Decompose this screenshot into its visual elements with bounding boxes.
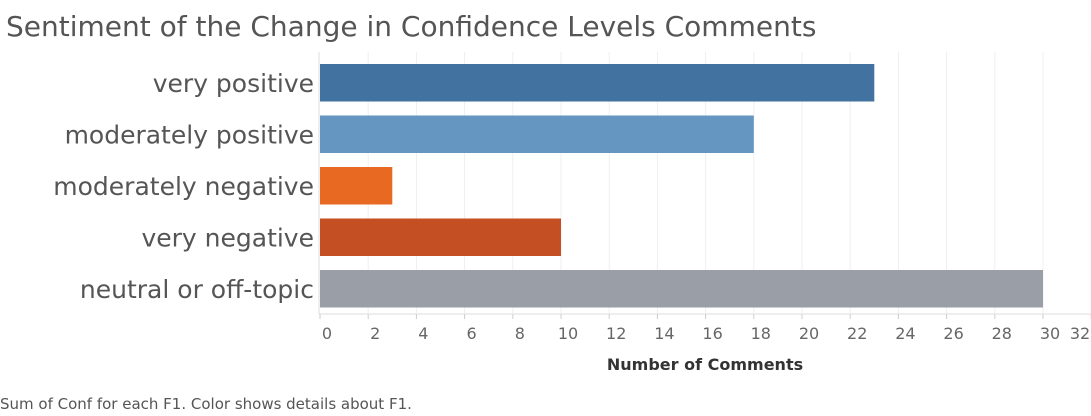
tick-label: 24 bbox=[895, 324, 915, 343]
chart-title: Sentiment of the Change in Confidence Le… bbox=[6, 10, 817, 43]
category-label: moderately negative bbox=[53, 172, 314, 201]
tick-label: 0 bbox=[322, 324, 332, 343]
bar-moderately-negative bbox=[320, 167, 393, 205]
footnote: Sum of Conf for each F1. Color shows det… bbox=[0, 395, 412, 413]
tick-label: 16 bbox=[702, 324, 722, 343]
bar-chart: very positive moderately positive moderate… bbox=[53, 52, 1091, 374]
tick-labels: 0 2 4 6 8 10 12 14 16 18 20 22 24 26 28 30 32 bbox=[319, 314, 1091, 343]
tick-label: 18 bbox=[751, 324, 771, 343]
bar-moderately-positive bbox=[320, 115, 754, 153]
category-label: neutral or off-topic bbox=[80, 275, 314, 304]
tick-label: 4 bbox=[418, 324, 428, 343]
tick-label: 10 bbox=[558, 324, 578, 343]
tick-label: 12 bbox=[606, 324, 626, 343]
bar-very-negative bbox=[320, 218, 561, 256]
tick-label: 20 bbox=[799, 324, 819, 343]
tick-label: 14 bbox=[654, 324, 674, 343]
category-label: very positive bbox=[153, 69, 314, 98]
category-label: moderately positive bbox=[65, 120, 314, 149]
tick-label: 26 bbox=[943, 324, 963, 343]
bars bbox=[320, 64, 1043, 308]
tick-label: 22 bbox=[847, 324, 867, 343]
tick-label: 8 bbox=[515, 324, 525, 343]
category-labels: very positive moderately positive moderate… bbox=[53, 69, 314, 304]
tick-label: 32 bbox=[1070, 324, 1090, 343]
tick-label: 30 bbox=[1040, 324, 1060, 343]
tick-label: 2 bbox=[370, 324, 380, 343]
tick-label: 6 bbox=[467, 324, 477, 343]
x-axis-title: Number of Comments bbox=[607, 355, 803, 374]
bar-very-positive bbox=[320, 64, 875, 102]
bar-neutral-or-off-topic bbox=[320, 270, 1043, 308]
category-label: very negative bbox=[141, 223, 314, 252]
tick-label: 28 bbox=[992, 324, 1012, 343]
